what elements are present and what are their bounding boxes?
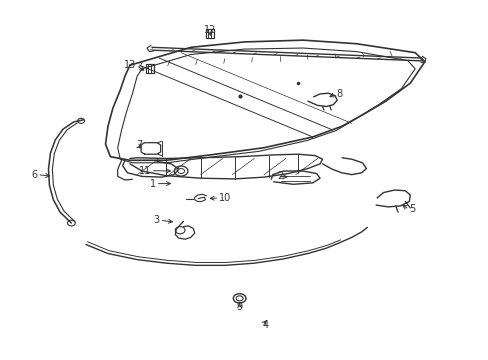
Text: 12: 12 [204, 25, 216, 35]
Text: 13: 13 [124, 60, 136, 70]
Text: 4: 4 [262, 320, 268, 330]
Bar [146, 64, 154, 73]
Text: 11: 11 [138, 166, 151, 176]
Text: 10: 10 [219, 193, 231, 203]
Text: 6: 6 [31, 170, 37, 180]
Text: 8: 8 [335, 89, 342, 99]
Text: 3: 3 [153, 215, 159, 225]
Text: 5: 5 [408, 204, 415, 215]
Bar [206, 29, 214, 39]
Text: 2: 2 [277, 171, 284, 181]
Text: 1: 1 [149, 179, 156, 189]
Text: 7: 7 [136, 140, 142, 150]
Text: 9: 9 [236, 302, 242, 312]
